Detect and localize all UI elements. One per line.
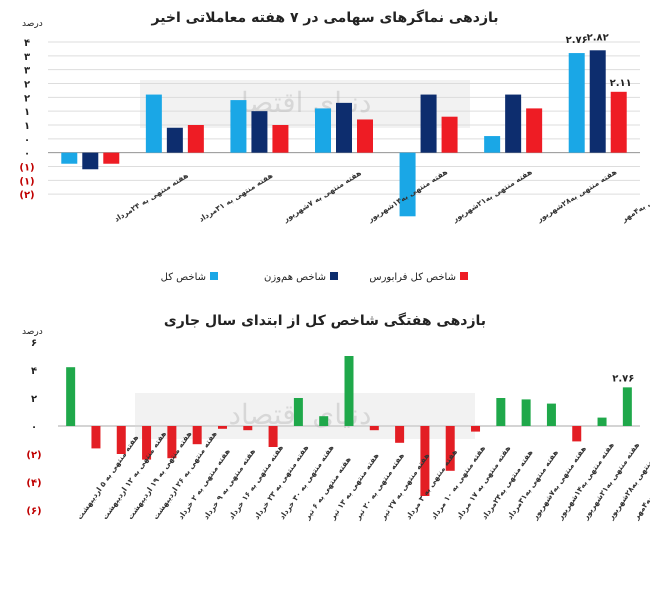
chart1-legend-swatch: [460, 272, 468, 280]
chart1-bar: [145, 94, 162, 153]
chart1-y-tick-label: ۰: [24, 149, 30, 160]
chart1-bar: [315, 108, 331, 153]
chart1-y-tick-label: (۲): [19, 190, 34, 201]
chart1-bar: [399, 152, 416, 217]
chart2-y-tick-label: ۲: [31, 394, 37, 405]
chart2-bar: [192, 426, 202, 445]
chart1-category-label: هفته منتهی به ۷شهریور: [281, 168, 363, 224]
chart2-bar: [344, 356, 354, 426]
chart1-y-tick-label: (۱): [19, 176, 34, 187]
chart2-bar: [116, 426, 126, 454]
chart1-legend-label: شاخص هم‌وزن: [264, 272, 326, 283]
chart2-y-tick-label: ۴: [31, 366, 37, 377]
chart2-bar: [142, 426, 152, 460]
chart1-y-tick-label: ۳: [24, 52, 30, 63]
chart1-data-label: ۲.۱۱: [610, 78, 632, 89]
chart1-bar: [505, 94, 522, 153]
chart2-bar: [293, 398, 303, 426]
chart1-bar: [103, 152, 120, 164]
chart1-unit-label: درصد: [22, 19, 43, 29]
chart2-unit-label: درصد: [22, 327, 43, 337]
chart1-data-label: ۲.۸۲: [587, 32, 609, 43]
chart1-bar: [357, 119, 373, 153]
weekly-total-index-chart: بازدهی هفتگی شاخص کل از ابتدای سال جاری …: [22, 312, 650, 522]
chart1-bar: [484, 136, 501, 153]
chart2-y-tick-label: (۲): [26, 450, 41, 461]
chart2-bar: [268, 426, 278, 447]
chart1-y-tick-label: ۱: [24, 121, 30, 132]
chart1-legend-label: شاخص کل: [161, 272, 206, 283]
chart2-bar: [445, 426, 455, 471]
chart1-bar: [230, 100, 247, 153]
chart1-legend-swatch: [210, 272, 218, 280]
chart1-bar: [589, 50, 606, 153]
chart1-y-tick-label: ۰: [24, 135, 30, 146]
chart1-bar: [420, 94, 437, 153]
chart1-bar: [166, 127, 183, 153]
chart1-category-label: هفته منتهی به۲۸شهریور: [535, 167, 619, 224]
chart2-bar: [217, 426, 227, 429]
chart1-bar: [61, 152, 78, 164]
chart1-legend-swatch: [330, 272, 338, 280]
chart1-title: بازدهی نماگرهای سهامی در ۷ هفته معاملاتی…: [150, 9, 498, 26]
chart2-bar: [622, 387, 632, 426]
chart2-y-tick-label: ۰: [31, 422, 37, 433]
chart2-bar: [369, 426, 379, 431]
chart1-bar: [568, 53, 585, 153]
chart1-category-label: هفته منتهی به۲۱شهریور: [450, 167, 534, 224]
chart2-bar: [597, 417, 607, 426]
chart1-legend-label: شاخص کل فرابورس: [369, 272, 456, 283]
chart1-y-tick-label: ۲: [24, 93, 30, 104]
chart2-bar: [546, 403, 556, 426]
chart1-bar: [610, 91, 627, 153]
chart2-bar: [167, 426, 177, 459]
chart2-bar: [91, 426, 101, 449]
chart1-y-tick-label: ۲: [24, 80, 30, 91]
chart2-category-label: هفته منتهی به ۶ تیر: [302, 455, 353, 522]
chart1-bar: [251, 111, 268, 153]
chart1-bar: [336, 102, 352, 153]
chart2-bar: [572, 426, 582, 442]
chart1-bar: [526, 108, 543, 153]
chart2-title: بازدهی هفتگی شاخص کل از ابتدای سال جاری: [164, 312, 486, 329]
chart2-bar: [395, 426, 405, 443]
chart2-y-tick-label: (۶): [26, 506, 41, 517]
chart1-y-tick-label: ۴: [24, 38, 30, 49]
chart1-category-label: هفته منتهی به ۲۴مرداد: [113, 171, 190, 224]
chart1-data-label: ۲.۷۶: [566, 35, 588, 46]
chart2-bar: [420, 426, 430, 496]
chart1-watermark: دنیای اقتصاد: [140, 80, 470, 128]
chart2-bar: [496, 398, 506, 426]
chart2-y-tick-label: (۴): [26, 478, 41, 489]
chart1-y-tick-label: (۱): [19, 163, 34, 174]
chart1-bar: [272, 125, 289, 153]
chart1-y-tick-label: ۱: [24, 107, 30, 118]
chart1-category-label: هفته منتهی به ۳۱مرداد: [197, 171, 274, 224]
chart2-y-tick-label: ۶: [31, 338, 37, 349]
chart2-data-label: ۲.۷۶: [612, 373, 634, 384]
chart1-bar: [441, 116, 458, 153]
chart2-bar: [66, 367, 76, 426]
chart1-bar: [82, 152, 99, 170]
chart2-bar: [243, 426, 253, 431]
chart1-y-tick-label: ۳: [24, 66, 30, 77]
weekly-indices-chart: بازدهی نماگرهای سهامی در ۷ هفته معاملاتی…: [19, 9, 650, 283]
chart2-bar: [319, 416, 329, 426]
chart1-category-label: هفته منتهی به۴مهر: [619, 177, 650, 224]
chart2-bar: [521, 399, 531, 426]
chart1-bar: [187, 125, 204, 153]
chart2-bar: [471, 426, 481, 432]
